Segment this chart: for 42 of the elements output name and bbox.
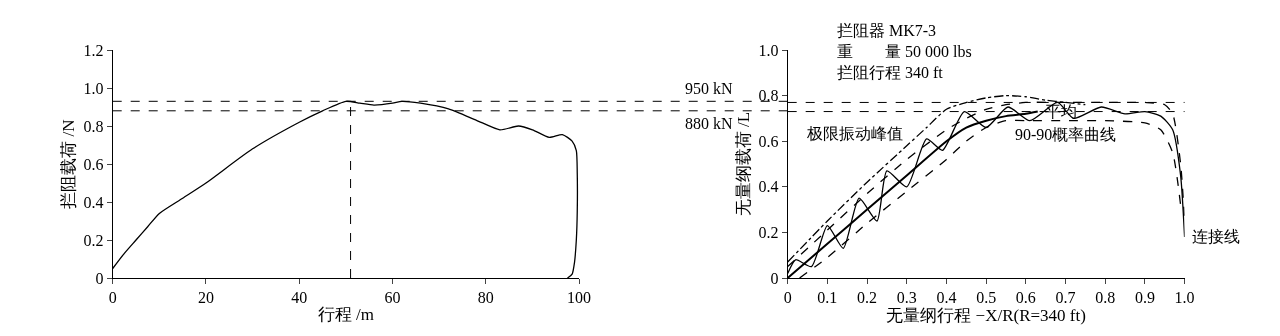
y-tick-label: 1.0 bbox=[758, 41, 779, 59]
y-tick-label: 0.4 bbox=[758, 178, 779, 196]
y-tick-label: 0 bbox=[95, 269, 104, 287]
y-tick-label: 0 bbox=[770, 269, 779, 287]
x-axis-title: 行程 /m bbox=[317, 304, 375, 324]
ref-line-label: 880 kN bbox=[685, 115, 733, 132]
series-label: 极限振动峰值 bbox=[806, 125, 903, 142]
x-tick-label: 20 bbox=[197, 289, 214, 307]
ref-line-label: 950 kN bbox=[685, 80, 733, 97]
x-tick-label: 0 bbox=[108, 289, 117, 307]
y-tick-label: 0.8 bbox=[758, 87, 779, 105]
x-tick-label: 80 bbox=[477, 289, 494, 307]
y-tick-label: 0.6 bbox=[758, 132, 779, 150]
x-tick-label: 60 bbox=[384, 289, 401, 307]
y-axis-title: 拦阻载荷 /N bbox=[59, 119, 79, 209]
text: 拦阻器 MK7-3 bbox=[837, 22, 937, 39]
x-tick-label: 0.9 bbox=[1134, 289, 1155, 307]
y-tick-label: 0.8 bbox=[83, 117, 104, 135]
x-tick-label: 0 bbox=[783, 289, 792, 307]
x-tick-label: 0.1 bbox=[817, 289, 838, 307]
x-tick-label: 1.0 bbox=[1174, 289, 1195, 307]
x-tick-label: 0.6 bbox=[1015, 289, 1036, 307]
y-tick-label: 0.4 bbox=[83, 193, 104, 211]
y-tick-label: 1.2 bbox=[83, 41, 104, 59]
x-tick-label: 0.8 bbox=[1095, 289, 1116, 307]
x-tick-label: 0.7 bbox=[1055, 289, 1076, 307]
y-tick-label: 0.6 bbox=[83, 155, 104, 173]
x-tick-label: 0.4 bbox=[936, 289, 957, 307]
annotation: 拦阻行程 340 ft bbox=[837, 63, 944, 81]
x-tick-label: 0.2 bbox=[857, 289, 878, 307]
y-axis-title: 无量纲载荷 /L bbox=[734, 111, 754, 217]
y-tick-label: 0.2 bbox=[758, 224, 779, 241]
series-label: 连接线 bbox=[1192, 228, 1240, 245]
x-axis-title: 无量纲行程 −X/R(R=340 ft) bbox=[886, 306, 1086, 326]
annotation: 重 量 50 000 lbs bbox=[837, 42, 972, 60]
x-tick-label: 0.5 bbox=[976, 289, 997, 307]
x-tick-label: 100 bbox=[567, 289, 592, 307]
series-label: 90-90概率曲线 bbox=[1015, 126, 1117, 143]
y-tick-label: 0.2 bbox=[83, 231, 104, 249]
y-tick-label: 1.0 bbox=[83, 79, 104, 97]
x-tick-label: 40 bbox=[291, 289, 308, 307]
x-tick-label: 0.3 bbox=[896, 289, 917, 307]
